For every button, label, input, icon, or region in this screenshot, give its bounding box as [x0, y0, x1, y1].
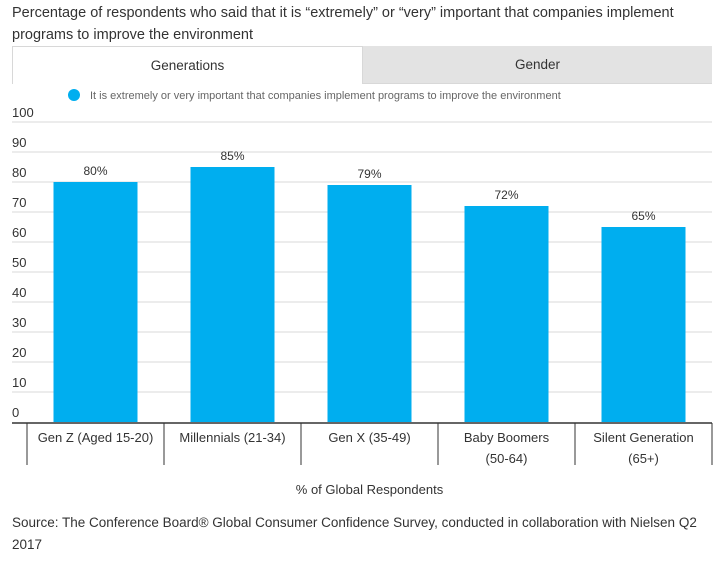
tab-bar: Generations Gender	[12, 46, 712, 84]
x-tick-label: Gen X (35-49)	[328, 430, 410, 445]
x-tick-label: (50-64)	[486, 451, 528, 466]
data-label: 65%	[631, 209, 655, 223]
bar	[464, 206, 549, 422]
x-tick-label: Baby Boomers	[464, 430, 550, 445]
y-tick-label: 10	[12, 375, 26, 390]
bar	[190, 167, 275, 422]
data-label: 72%	[494, 188, 518, 202]
x-tick-label: Silent Generation	[593, 430, 693, 445]
x-axis-title: % of Global Respondents	[296, 482, 444, 497]
y-tick-label: 40	[12, 285, 26, 300]
legend-label: It is extremely or very important that c…	[90, 90, 561, 102]
y-tick-label: 70	[12, 195, 26, 210]
legend-marker	[68, 89, 80, 101]
y-tick-label: 0	[12, 405, 19, 420]
bar	[601, 227, 686, 422]
x-tick-label: Millennials (21-34)	[179, 430, 285, 445]
chart-title: Percentage of respondents who said that …	[12, 5, 674, 43]
y-tick-label: 20	[12, 345, 26, 360]
bar-chart: It is extremely or very important that c…	[12, 89, 713, 497]
y-tick-label: 50	[12, 255, 26, 270]
y-tick-label: 30	[12, 315, 26, 330]
tab-gender[interactable]: Gender	[363, 46, 712, 84]
x-tick-label: (65+)	[628, 451, 659, 466]
tab-generations[interactable]: Generations	[12, 46, 363, 84]
source-note: Source: The Conference Board® Global Con…	[12, 515, 697, 552]
y-tick-label: 100	[12, 105, 34, 120]
data-label: 79%	[357, 167, 381, 181]
data-label: 80%	[83, 164, 107, 178]
y-tick-label: 60	[12, 225, 26, 240]
y-tick-label: 90	[12, 135, 26, 150]
data-label: 85%	[220, 149, 244, 163]
bar	[327, 185, 412, 422]
chart-area: It is extremely or very important that c…	[0, 84, 718, 504]
y-tick-label: 80	[12, 165, 26, 180]
bar	[53, 182, 138, 422]
x-tick-label: Gen Z (Aged 15-20)	[38, 430, 154, 445]
